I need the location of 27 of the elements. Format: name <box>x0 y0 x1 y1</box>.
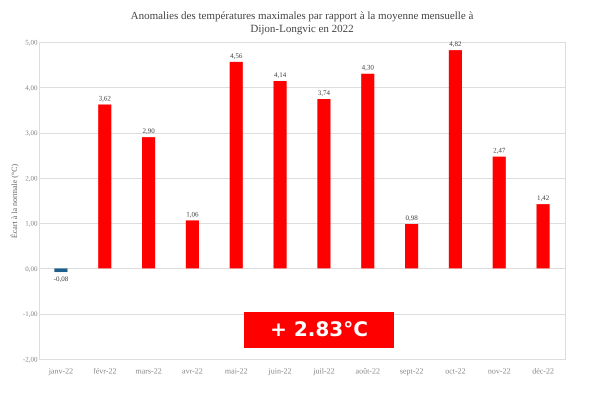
x-tick-label: avr-22 <box>182 366 203 376</box>
x-tick-label: mars-22 <box>135 366 162 376</box>
annotation: + 2.83°C <box>270 317 368 341</box>
bar <box>492 156 506 268</box>
bar <box>98 104 112 268</box>
x-tick-label: sept-22 <box>400 366 424 376</box>
x-tick-label: juil-22 <box>312 366 335 376</box>
bar <box>361 74 374 268</box>
x-tick-label: janv-22 <box>48 366 74 376</box>
y-axis-title: Écart à la normale (°C) <box>10 164 19 238</box>
x-tick-label: oct-22 <box>445 366 466 376</box>
bar <box>186 220 199 268</box>
x-tick-label: août-22 <box>356 366 380 376</box>
bar <box>405 224 418 268</box>
bar <box>448 50 462 268</box>
x-tick-label: juin-22 <box>268 366 292 376</box>
chart-title: Anomalies des températures maximales par rapport à la moyenne mensuelle à Dijon-Longvic en 2022 <box>130 10 474 35</box>
x-tick-label: févr-22 <box>93 366 116 376</box>
x-tick-label: déc-22 <box>532 366 554 376</box>
bar <box>274 80 287 268</box>
bar <box>536 204 550 268</box>
x-tick-label: nov-22 <box>488 366 511 376</box>
bar <box>317 99 330 268</box>
bar <box>230 62 243 268</box>
bar <box>54 268 68 272</box>
x-tick-label: mai-22 <box>224 366 248 376</box>
bar <box>142 137 156 268</box>
